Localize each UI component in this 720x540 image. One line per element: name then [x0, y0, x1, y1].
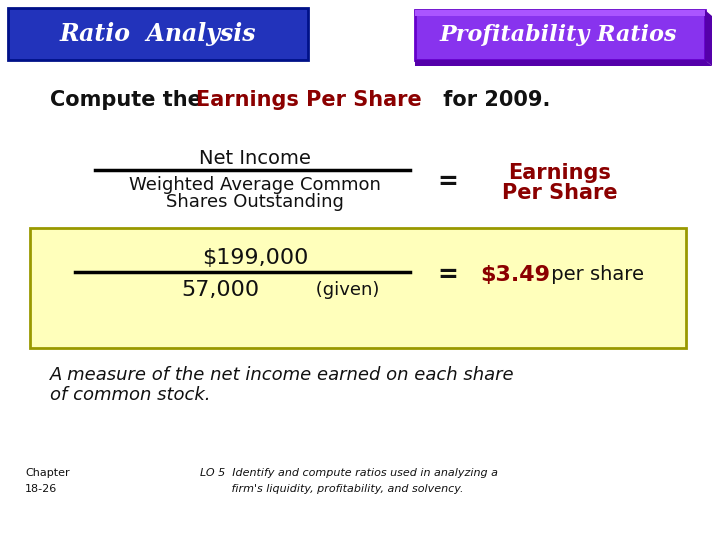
- Polygon shape: [415, 10, 705, 16]
- Text: LO 5  Identify and compute ratios used in analyzing a: LO 5 Identify and compute ratios used in…: [200, 468, 498, 478]
- Text: Earnings: Earnings: [508, 163, 611, 183]
- Text: Net Income: Net Income: [199, 148, 311, 167]
- Text: for 2009.: for 2009.: [436, 90, 550, 110]
- Text: A measure of the net income earned on each share: A measure of the net income earned on ea…: [50, 366, 515, 384]
- FancyBboxPatch shape: [30, 228, 686, 348]
- Text: 57,000: 57,000: [181, 280, 259, 300]
- Text: 18-26: 18-26: [25, 484, 58, 494]
- Text: Per Share: Per Share: [502, 183, 618, 203]
- Text: $3.49: $3.49: [480, 265, 550, 285]
- FancyBboxPatch shape: [8, 8, 308, 60]
- Text: Chapter: Chapter: [25, 468, 70, 478]
- Text: per share: per share: [545, 266, 644, 285]
- Text: Weighted Average Common: Weighted Average Common: [129, 176, 381, 194]
- Text: Earnings Per Share: Earnings Per Share: [196, 90, 422, 110]
- Polygon shape: [705, 10, 712, 66]
- Text: Shares Outstanding: Shares Outstanding: [166, 193, 344, 211]
- Text: =: =: [438, 263, 459, 287]
- Text: Ratio  Analysis: Ratio Analysis: [60, 22, 256, 46]
- FancyBboxPatch shape: [415, 10, 705, 60]
- Text: =: =: [438, 170, 459, 194]
- Text: of common stock.: of common stock.: [50, 386, 210, 404]
- Text: $199,000: $199,000: [202, 248, 308, 268]
- Text: firm's liquidity, profitability, and solvency.: firm's liquidity, profitability, and sol…: [200, 484, 464, 494]
- Text: Compute the: Compute the: [50, 90, 209, 110]
- Polygon shape: [415, 60, 712, 66]
- Text: Profitability Ratios: Profitability Ratios: [439, 24, 677, 46]
- Text: (given): (given): [310, 281, 379, 299]
